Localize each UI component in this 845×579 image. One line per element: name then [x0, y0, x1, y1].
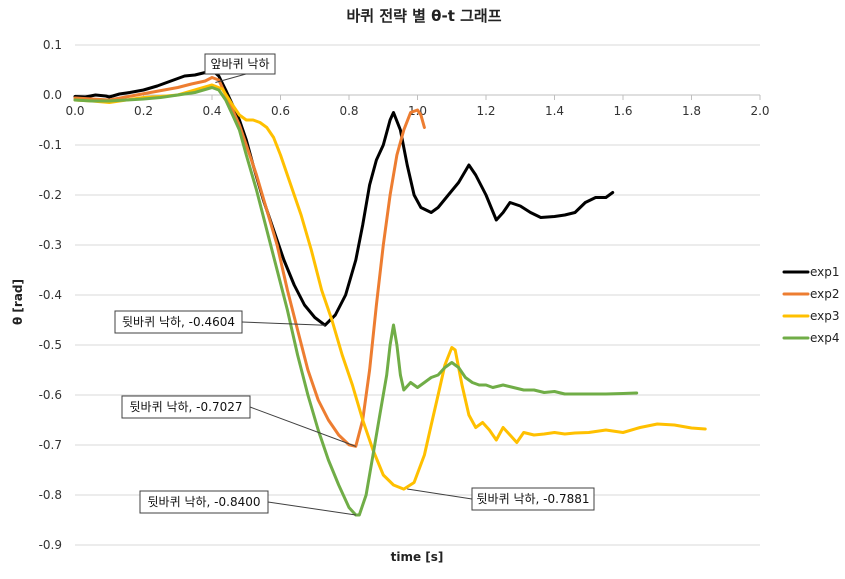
annotation-label: 뒷바퀴 낙하, -0.7881 — [477, 492, 590, 506]
x-tick-label: 0.2 — [134, 104, 153, 118]
x-tick-label: 1.8 — [682, 104, 701, 118]
x-tick-label: 2.0 — [750, 104, 769, 118]
series-line-exp2 — [73, 76, 426, 448]
y-tick-label: -0.5 — [39, 338, 62, 352]
legend-label-exp2: exp2 — [810, 287, 840, 301]
y-tick-label: -0.7 — [39, 438, 62, 452]
y-tick-label: -0.3 — [39, 238, 62, 252]
x-tick-label: 1.2 — [476, 104, 495, 118]
series-line-exp3 — [73, 83, 707, 491]
series-line-exp4 — [73, 86, 639, 517]
y-tick-label: -0.1 — [39, 138, 62, 152]
y-tick-label: -0.4 — [39, 288, 62, 302]
annotation-leader-line — [241, 321, 326, 326]
annotation-label: 앞바퀴 낙하 — [210, 57, 269, 71]
legend: exp1 exp2 exp3 exp4 — [782, 265, 840, 345]
annotation-label: 뒷바퀴 낙하, -0.7027 — [130, 400, 243, 414]
x-tick-label: 0.0 — [65, 104, 84, 118]
annotation-box — [121, 395, 251, 419]
annotation-box — [471, 487, 595, 511]
chart-title: 바퀴 전략 별 θ-t 그래프 — [347, 7, 502, 25]
x-axis-label: time [s] — [391, 550, 444, 564]
x-tick-label: 0.6 — [271, 104, 290, 118]
y-tick-label: -0.2 — [39, 188, 62, 202]
y-tick-label: 0.1 — [43, 38, 62, 52]
annotation-box — [139, 490, 269, 514]
annotation-label: 뒷바퀴 낙하, -0.8400 — [148, 495, 261, 509]
series-lines — [73, 68, 707, 517]
x-tick-label: 1.6 — [613, 104, 632, 118]
annotation-label: 뒷바퀴 낙하, -0.4604 — [122, 315, 235, 329]
annotation-box — [204, 53, 276, 75]
legend-label-exp1: exp1 — [810, 265, 840, 279]
y-tick-label: -0.8 — [39, 488, 62, 502]
annotation-leader-line — [407, 488, 473, 500]
y-tick-label: -0.9 — [39, 538, 62, 552]
x-tick-label: 0.8 — [339, 104, 358, 118]
legend-label-exp4: exp4 — [810, 331, 840, 345]
y-tick-label: 0.0 — [43, 88, 62, 102]
y-tick-label: -0.6 — [39, 388, 62, 402]
x-tick-label: 1.4 — [545, 104, 564, 118]
x-tick-label: 0.4 — [202, 104, 221, 118]
annotation-leader-line — [267, 501, 356, 516]
y-axis-label: θ [rad] — [11, 279, 25, 325]
gridlines — [75, 44, 760, 546]
series-line-exp1 — [73, 68, 615, 327]
annotation-leader-line — [215, 73, 247, 83]
axes: 0.1 0.0 -0.1 -0.2 -0.3 -0.4 -0.5 -0.6 -0.7 -0.8 -0… — [39, 38, 770, 552]
annotation-box — [114, 310, 243, 334]
annotation-leader-line — [249, 406, 357, 447]
legend-label-exp3: exp3 — [810, 309, 840, 323]
